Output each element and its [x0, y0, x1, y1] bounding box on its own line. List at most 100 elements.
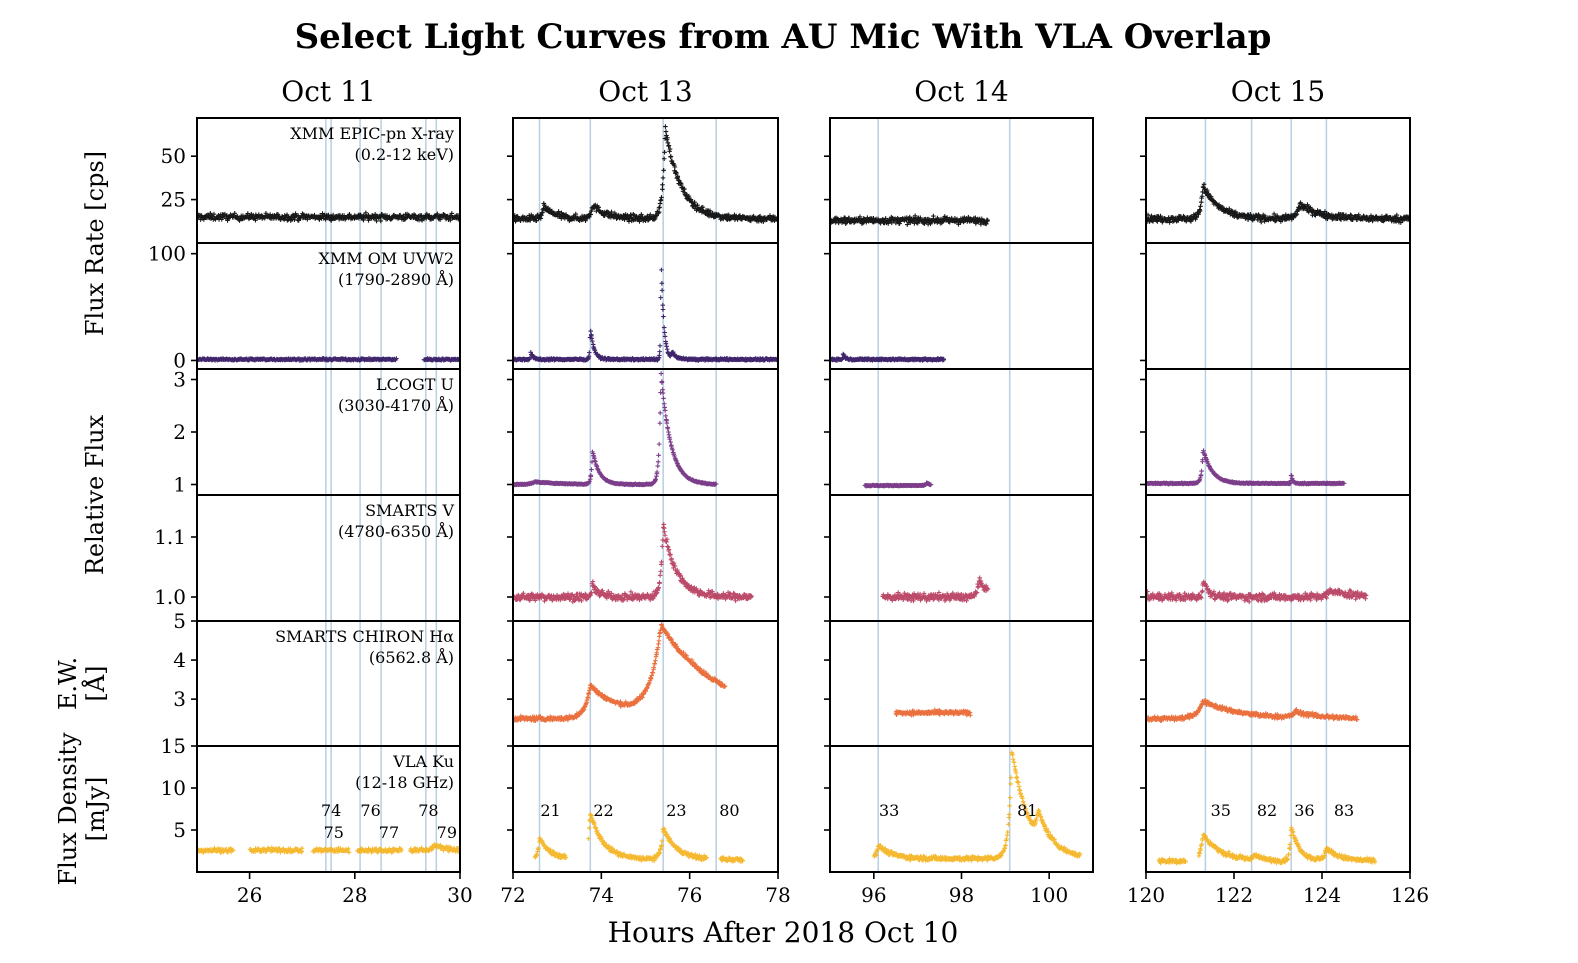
data-series-row1-col1 [513, 267, 778, 363]
data-point [1217, 590, 1222, 596]
y-axis-label: Flux Density [54, 732, 82, 885]
data-point [700, 204, 706, 210]
data-point [1198, 203, 1203, 209]
data-point [964, 598, 969, 604]
data-point [1308, 205, 1313, 211]
data-point [1190, 591, 1196, 597]
data-series-row0-col2 [830, 213, 990, 227]
data-point [658, 371, 664, 376]
data-point [689, 584, 694, 589]
data-point [662, 532, 668, 538]
data-point [542, 598, 547, 604]
data-point [658, 569, 664, 574]
data-point [666, 547, 672, 552]
data-point [1393, 219, 1399, 224]
data-point [917, 591, 923, 597]
data-point [583, 591, 588, 597]
data-series-row3-col2 [880, 575, 991, 604]
data-point [587, 350, 592, 355]
column-title-0: Oct 11 [281, 75, 375, 108]
figure-title: Select Light Curves from AU Mic With VLA… [295, 17, 1272, 57]
data-point [449, 211, 455, 216]
data-point [672, 563, 678, 569]
data-point [657, 201, 663, 206]
data-point [928, 482, 934, 487]
data-point [905, 597, 910, 603]
data-point [713, 481, 719, 487]
data-point [253, 217, 258, 223]
data-point [657, 420, 663, 426]
data-point [673, 169, 679, 175]
y-axis-label: Flux Rate [cps] [81, 151, 109, 336]
data-point [631, 213, 637, 218]
data-point [665, 140, 671, 146]
data-point [1204, 187, 1210, 193]
data-point [658, 295, 663, 300]
data-point [1199, 468, 1204, 474]
data-point [674, 170, 679, 176]
data-point [1188, 219, 1194, 224]
data-point [936, 590, 942, 595]
data-point [912, 213, 918, 219]
data-point [767, 213, 773, 218]
data-point [721, 591, 726, 596]
data-point [592, 456, 597, 461]
y-axis-label-group: E.W. [Å] [54, 657, 110, 710]
data-point [1199, 193, 1205, 199]
data-point [583, 218, 588, 223]
data-point [656, 209, 662, 215]
data-point [660, 187, 665, 192]
data-point [592, 347, 598, 353]
data-point [1198, 472, 1204, 478]
data-point [662, 150, 667, 155]
data-point [1150, 591, 1156, 597]
data-point [1181, 213, 1186, 219]
data-point [528, 349, 534, 355]
data-point [1175, 217, 1180, 223]
data-point [448, 217, 453, 223]
data-point [661, 396, 666, 401]
data-point [657, 349, 663, 354]
data-point [1198, 594, 1203, 600]
data-point [921, 591, 927, 596]
y-axis-label-group: Flux Rate [cps] [81, 151, 109, 336]
data-point [657, 573, 663, 578]
data-point [1258, 219, 1264, 225]
data-point [1197, 208, 1203, 214]
data-point [667, 436, 673, 442]
data-point [663, 413, 669, 419]
data-point [662, 529, 667, 535]
data-point [284, 212, 290, 218]
data-point [1200, 588, 1205, 594]
data-point [661, 325, 667, 330]
data-point [749, 593, 754, 599]
data-point [592, 459, 598, 464]
data-point [1226, 597, 1231, 603]
data-point [394, 356, 399, 361]
data-point [556, 209, 561, 214]
data-point [860, 220, 866, 226]
data-point [660, 182, 665, 188]
data-point [664, 343, 669, 349]
data-point [1201, 448, 1206, 453]
data-point [527, 598, 533, 603]
data-point [427, 213, 432, 218]
data-point [975, 584, 981, 590]
x-axis-label: Hours After 2018 Oct 10 [608, 916, 959, 949]
data-point [662, 408, 668, 413]
data-point [675, 174, 681, 179]
data-point [656, 452, 661, 458]
column-title-3: Oct 15 [1231, 75, 1325, 108]
data-point [347, 212, 352, 217]
data-series-row3-col3 [1146, 579, 1369, 605]
data-point [670, 447, 675, 453]
data-point [1341, 481, 1347, 486]
data-point [1233, 209, 1239, 215]
data-point [972, 593, 977, 599]
data-point [661, 314, 666, 319]
data-point [974, 590, 980, 595]
data-point [667, 146, 673, 152]
data-point [1224, 207, 1229, 212]
data-point [1398, 220, 1404, 225]
data-point [1348, 212, 1353, 218]
